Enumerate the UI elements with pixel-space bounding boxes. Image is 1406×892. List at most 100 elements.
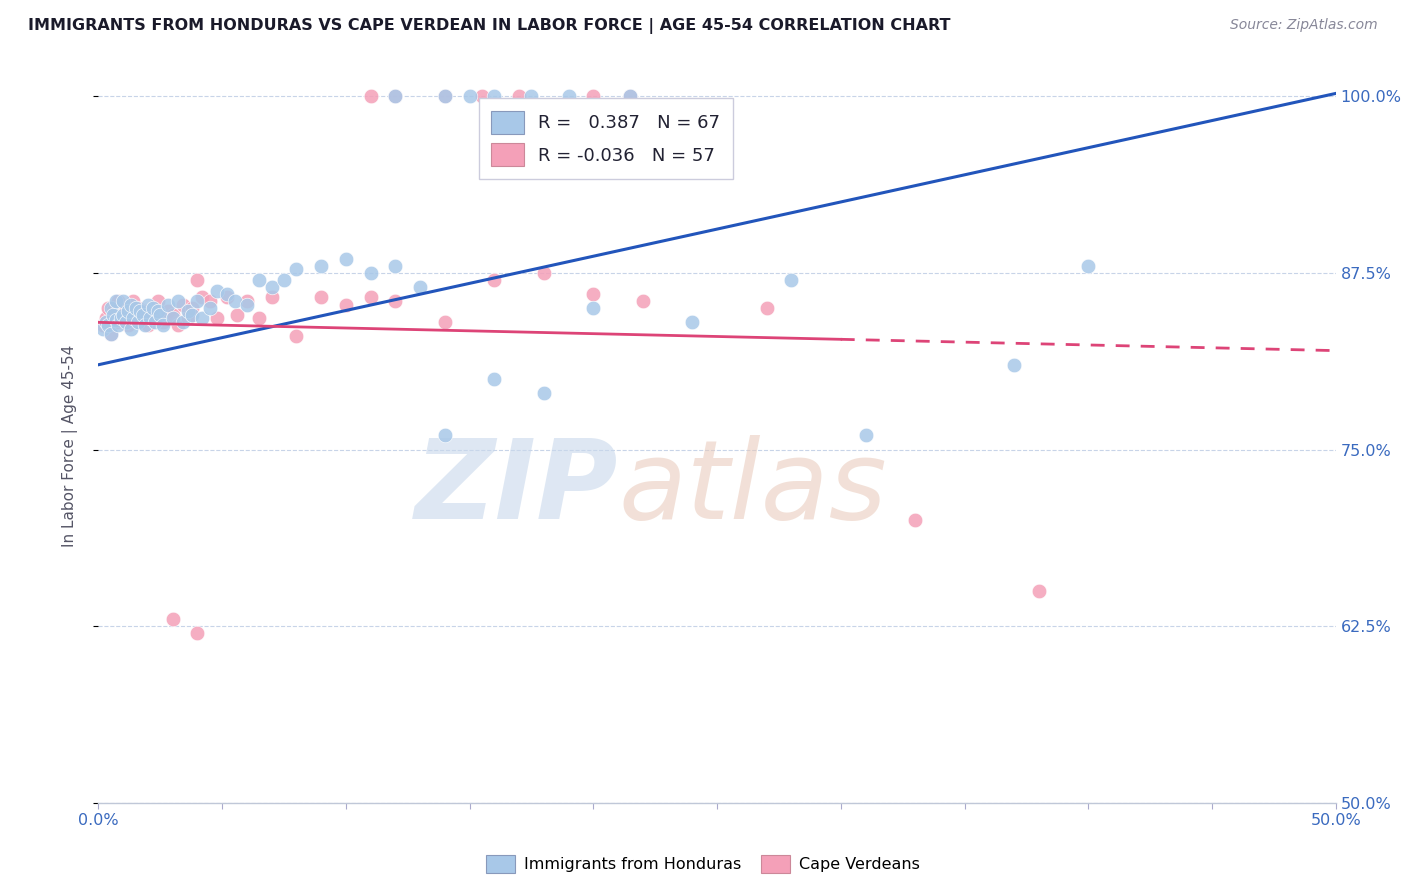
Point (100, 326, 122, 341)
Point (335, 298, 357, 312)
Point (433, 315, 456, 329)
Point (360, 266, 382, 280)
Point (114, 301, 136, 316)
Point (217, 290, 239, 304)
Point (162, 612, 184, 626)
Point (433, 89, 456, 103)
Point (112, 312, 135, 326)
Point (93, 322, 115, 336)
Point (97, 318, 120, 333)
Point (94, 311, 117, 326)
Point (191, 290, 214, 304)
Point (520, 89, 543, 103)
Point (1028, 583, 1050, 598)
Point (309, 259, 332, 273)
Point (224, 294, 246, 309)
Point (172, 315, 194, 329)
Point (247, 273, 270, 287)
Point (198, 301, 221, 316)
Point (129, 315, 152, 329)
Point (582, 89, 605, 103)
Point (166, 318, 188, 333)
Point (186, 626, 208, 640)
Point (236, 294, 259, 309)
Legend: Immigrants from Honduras, Cape Verdeans: Immigrants from Honduras, Cape Verdeans (479, 848, 927, 880)
Point (142, 311, 165, 326)
Point (100, 301, 122, 316)
Point (146, 304, 169, 318)
Point (205, 311, 228, 326)
Point (191, 311, 214, 326)
Point (260, 290, 283, 304)
Point (226, 308, 249, 322)
Point (1077, 259, 1099, 273)
Point (162, 311, 184, 326)
Text: Source: ZipAtlas.com: Source: ZipAtlas.com (1230, 18, 1378, 32)
Point (136, 318, 159, 333)
Point (129, 304, 152, 318)
Point (120, 304, 142, 318)
Point (484, 273, 506, 287)
Point (755, 301, 778, 316)
Point (360, 290, 382, 304)
Point (458, 89, 481, 103)
Point (122, 294, 145, 309)
Point (132, 304, 155, 318)
Point (533, 266, 555, 280)
Point (139, 311, 162, 326)
Point (384, 294, 406, 309)
Point (273, 273, 295, 287)
Point (156, 304, 179, 318)
Point (484, 372, 506, 386)
Point (117, 318, 139, 333)
Point (152, 318, 174, 333)
Point (247, 311, 270, 326)
Point (433, 428, 456, 442)
Point (384, 89, 406, 103)
Point (904, 513, 927, 527)
Point (186, 273, 208, 287)
Point (100, 326, 122, 341)
Point (134, 318, 156, 333)
Point (156, 298, 179, 312)
Point (309, 290, 332, 304)
Point (94, 315, 117, 329)
Point (104, 315, 127, 329)
Point (186, 294, 208, 309)
Point (162, 308, 184, 322)
Point (124, 301, 146, 316)
Point (132, 308, 155, 322)
Point (181, 301, 204, 316)
Point (127, 315, 149, 329)
Point (146, 294, 169, 309)
Point (780, 273, 803, 287)
Text: IMMIGRANTS FROM HONDURAS VS CAPE VERDEAN IN LABOR FORCE | AGE 45-54 CORRELATION : IMMIGRANTS FROM HONDURAS VS CAPE VERDEAN… (28, 18, 950, 34)
Point (557, 89, 579, 103)
Y-axis label: In Labor Force | Age 45-54: In Labor Force | Age 45-54 (62, 345, 77, 547)
Point (122, 311, 145, 326)
Point (112, 308, 135, 322)
Point (198, 294, 221, 309)
Point (409, 280, 432, 294)
Point (124, 311, 146, 326)
Point (335, 252, 357, 266)
Point (134, 308, 156, 322)
Point (136, 298, 159, 312)
Point (681, 315, 703, 329)
Point (176, 311, 198, 326)
Point (143, 315, 166, 329)
Point (104, 312, 127, 326)
Point (433, 89, 456, 103)
Point (1002, 358, 1025, 372)
Point (471, 89, 494, 103)
Point (484, 89, 506, 103)
Point (112, 294, 135, 309)
Point (114, 315, 136, 329)
Point (582, 301, 605, 316)
Point (107, 294, 129, 309)
Point (582, 287, 605, 301)
Point (384, 259, 406, 273)
Point (176, 304, 198, 318)
Point (166, 294, 188, 309)
Point (533, 386, 555, 401)
